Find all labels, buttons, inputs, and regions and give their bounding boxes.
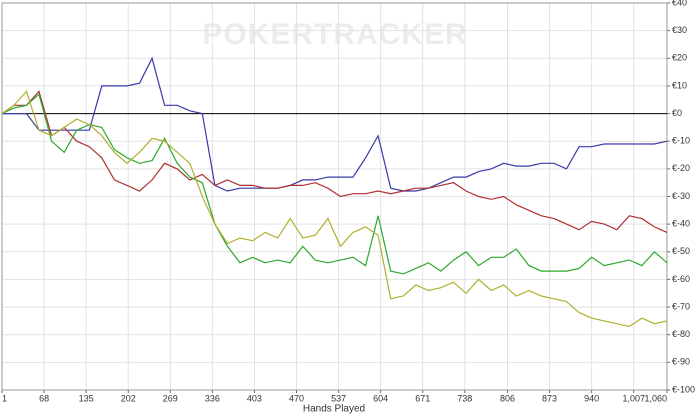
y-tick-label: €-60 bbox=[672, 274, 690, 284]
y-tick-label: €-50 bbox=[672, 246, 690, 256]
y-tick-label: €0 bbox=[672, 108, 682, 118]
plot-border bbox=[1, 2, 668, 391]
y-tick-label: €-100 bbox=[672, 384, 695, 394]
series-line bbox=[1, 90, 668, 233]
x-tick-label: 873 bbox=[542, 393, 557, 403]
x-tick-label: 671 bbox=[415, 393, 430, 403]
y-tick-label: €20 bbox=[672, 53, 687, 63]
x-tick-label: 537 bbox=[331, 393, 346, 403]
x-tick-label: 940 bbox=[584, 393, 599, 403]
x-tick-label: 1 bbox=[2, 393, 7, 403]
x-tick-label: 68 bbox=[39, 393, 49, 403]
x-tick-label: 1,007 bbox=[622, 393, 645, 403]
y-tick-label: €40 bbox=[672, 0, 687, 7]
x-axis-title: Hands Played bbox=[303, 404, 365, 415]
y-tick-label: €-90 bbox=[672, 357, 690, 367]
y-tick-label: €-40 bbox=[672, 219, 690, 229]
watermark: POKERTRACKER bbox=[202, 18, 467, 51]
series-line bbox=[2, 56, 668, 192]
y-tick-label: €10 bbox=[672, 80, 687, 90]
x-tick-label: 202 bbox=[121, 393, 136, 403]
y-tick-label: €-80 bbox=[672, 329, 690, 339]
y-tick-label: €-20 bbox=[672, 163, 690, 173]
x-tick-label: 269 bbox=[163, 393, 178, 403]
y-tick-label: €-70 bbox=[672, 301, 690, 311]
y-tick-label: €-30 bbox=[672, 191, 690, 201]
y-tick-label: €-10 bbox=[672, 136, 690, 146]
x-tick-label: 1,060 bbox=[644, 393, 667, 403]
x-tick-label: 403 bbox=[247, 393, 262, 403]
series-line bbox=[1, 93, 668, 275]
x-tick-label: 604 bbox=[373, 393, 388, 403]
x-tick-label: 738 bbox=[457, 393, 472, 403]
series-line bbox=[1, 90, 668, 328]
x-tick-label: 806 bbox=[500, 393, 515, 403]
x-tick-label: 470 bbox=[289, 393, 304, 403]
x-tick-label: 336 bbox=[205, 393, 220, 403]
x-tick-label: 135 bbox=[79, 393, 94, 403]
y-tick-label: €30 bbox=[672, 25, 687, 35]
